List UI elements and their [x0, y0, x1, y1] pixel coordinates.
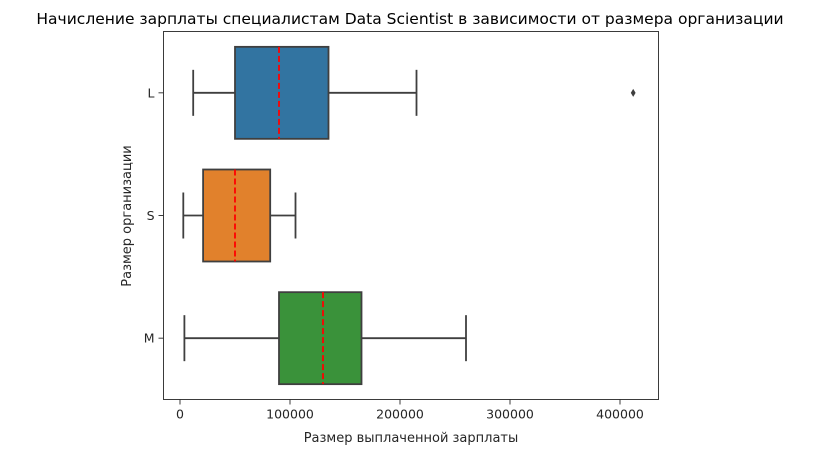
y-axis-label: Размер организации: [120, 145, 135, 286]
box-S: [202, 168, 272, 263]
y-tick-label-1: S: [147, 208, 155, 223]
y-tick-label-2: M: [144, 331, 155, 346]
outlier-L-0: [630, 88, 636, 97]
box-group-L: [192, 45, 636, 140]
x-tick-label-1: 100000: [266, 407, 314, 422]
box-M: [278, 291, 363, 386]
x-tick-label-3: 300000: [486, 407, 534, 422]
box-group-M: [183, 291, 467, 386]
x-tick-label-0: 0: [176, 407, 184, 422]
y-tick-label-0: L: [148, 85, 155, 100]
chart-title: Начисление зарплаты специалистам Data Sc…: [36, 10, 783, 28]
plot-area: [182, 45, 636, 386]
box-L: [234, 45, 330, 140]
x-axis-label: Размер выплаченной зарплаты: [304, 431, 519, 446]
x-tick-label-4: 400000: [596, 407, 644, 422]
x-tick-label-2: 200000: [376, 407, 424, 422]
y-axis: L S M: [144, 85, 164, 346]
box-group-S: [182, 168, 297, 263]
x-axis: 0 100000 200000 300000 400000: [176, 399, 644, 422]
